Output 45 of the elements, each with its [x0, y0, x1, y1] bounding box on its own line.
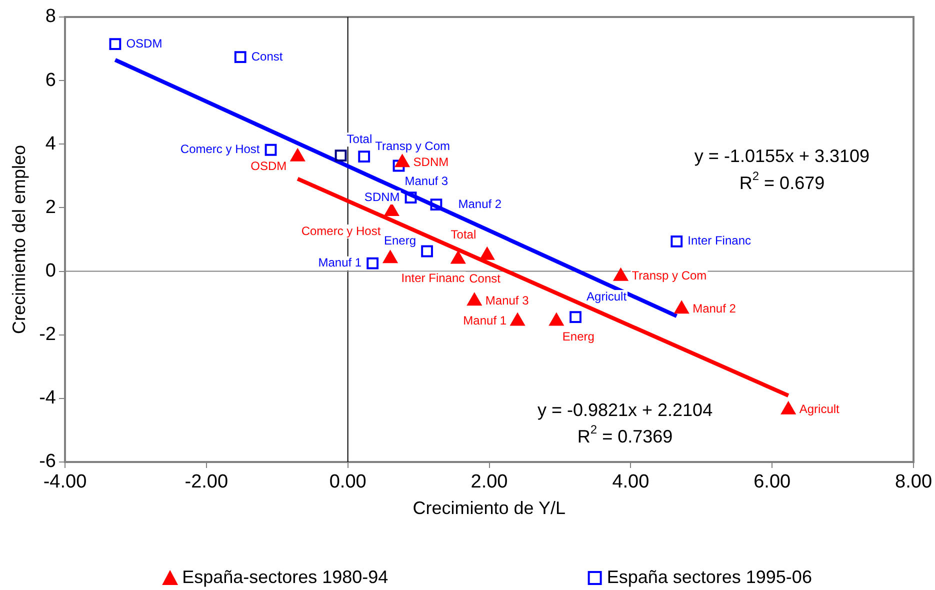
x-tick-label: -4.00 [43, 472, 87, 493]
legend-label: España-sectores 1980-94 [182, 566, 388, 587]
x-tick-label: 2.00 [470, 472, 508, 493]
data-label: Inter Financ [688, 234, 752, 248]
x-tick-label: -2.00 [184, 472, 228, 493]
data-label: Comerc y Host [180, 142, 260, 156]
data-label: Manuf 3 [404, 174, 448, 188]
data-label: Inter Financ [401, 270, 465, 285]
y-tick-label: 4 [45, 133, 56, 154]
y-tick-label: 8 [45, 6, 56, 28]
data-label: SDNM [364, 190, 400, 204]
data-label: Energ [384, 234, 416, 248]
data-label: Transp y Com [632, 268, 707, 283]
data-label: Agricult [799, 402, 840, 416]
y-tick-label: -6 [39, 451, 56, 472]
data-label: Const [469, 272, 502, 286]
x-axis-title: Crecimiento de Y/L [412, 498, 566, 518]
data-label: Const [251, 49, 284, 64]
annotation: y = -1.0155x + 3.3109 [694, 146, 870, 166]
data-label: Total [346, 132, 372, 146]
data-label: Manuf 1 [463, 314, 507, 328]
data-label: Manuf 3 [485, 293, 530, 308]
x-tick-label: 4.00 [612, 472, 650, 493]
y-axis-title: Crecimiento del empleo [8, 144, 29, 334]
x-tick-label: 6.00 [754, 472, 791, 493]
data-label: Manuf 1 [318, 256, 362, 270]
x-tick-label: 8.00 [895, 472, 932, 493]
y-tick-label: -2 [39, 324, 56, 346]
annotation: y = -0.9821x + 2.2104 [537, 400, 713, 420]
data-label: Manuf 2 [692, 301, 736, 316]
x-tick-label: 0.00 [329, 472, 366, 493]
legend-label: España sectores 1995-06 [606, 566, 812, 587]
y-tick-label: 6 [45, 70, 56, 91]
data-label: Energ [562, 330, 594, 344]
data-label: Comerc y Host [301, 224, 382, 238]
data-label: Transp y Com [375, 138, 450, 153]
data-label: Manuf 2 [458, 196, 502, 211]
data-label: OSDM [250, 159, 287, 174]
data-label: SDNM [413, 154, 449, 169]
y-tick-label: -4 [39, 388, 56, 409]
data-label: Agricult [586, 289, 628, 304]
y-tick-label: 0 [45, 260, 56, 282]
data-label: OSDM [126, 36, 162, 50]
data-label: Total [450, 228, 476, 242]
y-tick-label: 2 [45, 196, 56, 218]
